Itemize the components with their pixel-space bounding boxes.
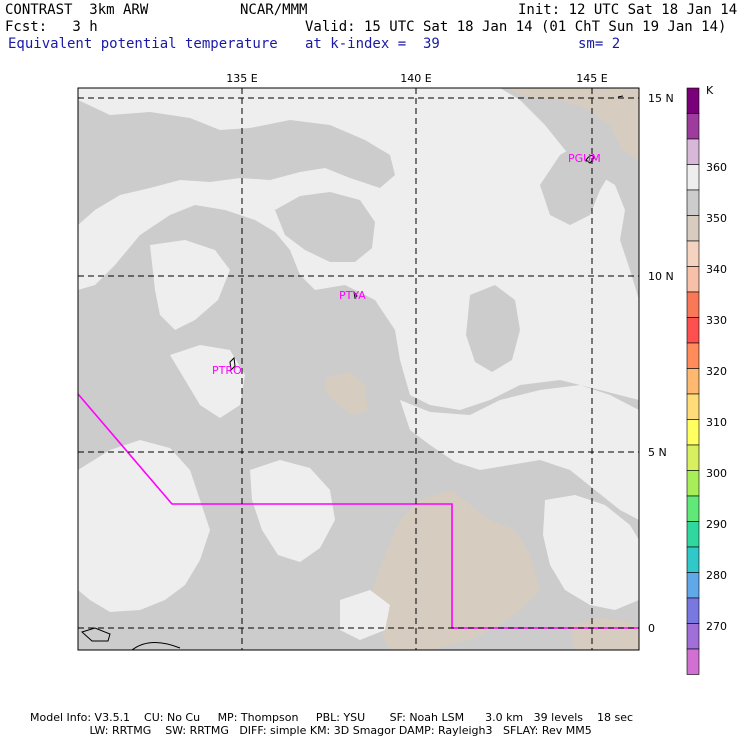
smoothing-label: sm= 2	[578, 36, 621, 52]
colorbar-swatch	[686, 266, 700, 293]
colorbar-swatch	[686, 240, 700, 267]
colorbar-swatch	[686, 597, 700, 624]
model-info-line2: LW: RRTMG SW: RRTMG DIFF: simple KM: 3D …	[30, 724, 592, 737]
colorbar-swatch	[686, 470, 700, 497]
level-label: at k-index = 39	[305, 36, 440, 52]
lat-label-5n: 5 N	[648, 446, 667, 459]
colorbar-swatch	[686, 291, 700, 318]
colorbar-swatch	[686, 623, 700, 650]
colorbar-tick-label: 270	[706, 620, 727, 633]
theta-355-patch-south-mid	[250, 460, 335, 562]
station-pgum: PGUM	[568, 152, 601, 165]
boundary-line	[77, 393, 639, 629]
lon-label-135e: 135 E	[226, 72, 257, 85]
lat-label-0: 0	[648, 622, 655, 635]
colorbar-tick-label: 330	[706, 314, 727, 327]
model-info-line1: Model Info: V3.5.1 CU: No Cu MP: Thompso…	[30, 711, 634, 724]
colorbar-swatch	[686, 368, 700, 395]
lon-label-140e: 140 E	[400, 72, 431, 85]
theta-350-island-east	[466, 285, 520, 372]
colorbar	[686, 87, 700, 675]
valid-time: Valid: 15 UTC Sat 18 Jan 14 (01 ChT Sun …	[305, 19, 727, 35]
colorbar-tick-label: 300	[706, 467, 727, 480]
colorbar-labels: 360 350 340 330 320 310 300 290 280 270	[706, 161, 727, 633]
theta-350-ring-pgum	[540, 140, 612, 225]
colorbar-swatch	[686, 87, 700, 114]
coastline-island-sw	[81, 627, 111, 642]
colorbar-swatch	[686, 495, 700, 522]
field-name: Equivalent potential temperature	[8, 36, 278, 52]
colorbar-swatch	[686, 113, 700, 140]
colorbar-swatch	[686, 419, 700, 446]
station-ptya: PTYA	[339, 289, 366, 302]
colorbar-unit: K	[706, 84, 714, 97]
coastline-island-s	[131, 642, 181, 651]
theta-345-patch-se	[570, 618, 639, 650]
colorbar-swatch	[686, 572, 700, 599]
map-frame	[77, 87, 640, 651]
colorbar-swatch	[686, 138, 700, 165]
coastline-yap	[353, 291, 358, 300]
graticule	[78, 88, 639, 650]
colorbar-tick-label: 310	[706, 416, 727, 429]
model-title: CONTRAST 3km ARW	[5, 2, 149, 18]
station-ptro: PTRO	[212, 364, 242, 377]
colorbar-tick-label: 280	[706, 569, 727, 582]
coastline-palau	[229, 356, 236, 372]
theta-355-patch-south-west	[78, 440, 210, 612]
colorbar-tick-label: 290	[706, 518, 727, 531]
colorbar-swatch	[686, 215, 700, 242]
colorbar-swatch	[686, 393, 700, 420]
colorbar-swatch	[686, 164, 700, 191]
theta-345-patch-center	[325, 372, 368, 415]
theta-e-field	[78, 88, 639, 650]
colorbar-tick-label: 340	[706, 263, 727, 276]
colorbar-swatch	[686, 317, 700, 344]
init-time: Init: 12 UTC Sat 18 Jan 14	[518, 2, 738, 18]
lat-label-15n: 15 N	[648, 92, 674, 105]
theta-350-island-north	[275, 192, 375, 262]
colorbar-tick-label: 350	[706, 212, 727, 225]
colorbar-swatch	[686, 648, 700, 675]
colorbar-swatch	[686, 546, 700, 573]
colorbar-tick-label: 320	[706, 365, 727, 378]
colorbar-swatch	[686, 189, 700, 216]
theta-355-patch-south-east	[543, 495, 639, 610]
colorbar-tick-label: 360	[706, 161, 727, 174]
colorbar-swatch	[686, 342, 700, 369]
org-label: NCAR/MMM	[240, 2, 308, 18]
coastline-guam	[585, 154, 595, 164]
colorbar-swatch	[686, 521, 700, 548]
coastline-ne-islet	[617, 95, 624, 98]
theta-355-patch-west	[170, 345, 245, 418]
theta-345-patch-ne	[505, 88, 639, 160]
colorbar-swatch	[686, 444, 700, 471]
forecast-hour: Fcst: 3 h	[5, 19, 98, 35]
theta-355-patch-mid	[150, 240, 230, 330]
theta-350-hole-nw	[78, 100, 395, 225]
theta-345-patch-south	[372, 490, 540, 650]
lon-label-145e: 145 E	[576, 72, 607, 85]
lat-label-10n: 10 N	[648, 270, 674, 283]
